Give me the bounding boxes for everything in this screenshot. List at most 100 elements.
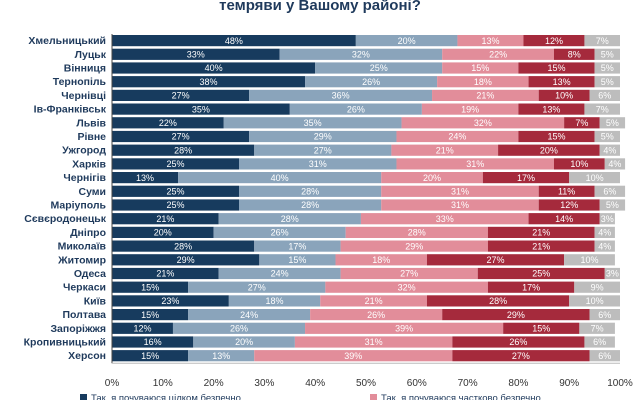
bar-segment: [112, 76, 306, 88]
category-label: Чернігів: [63, 172, 106, 184]
data-label: 22%: [489, 50, 507, 60]
bar-segment: [426, 295, 570, 307]
bar-segment: [320, 295, 427, 307]
bar-segment: [254, 144, 392, 156]
bar-segment: [112, 103, 290, 115]
bar-segment: [553, 158, 605, 170]
bar-segment: [594, 48, 620, 60]
x-axis: 0% 10% 20% 30% 40% 50% 60% 70% 80% 90% 100%: [105, 34, 633, 389]
category-label: Ужгород: [62, 145, 106, 157]
data-label: 17%: [522, 282, 540, 292]
data-label: 15%: [288, 255, 306, 265]
bar-segment: [396, 158, 554, 170]
x-tick-label: 70%: [458, 378, 478, 389]
data-label: 4%: [598, 241, 611, 251]
bar-segment: [112, 295, 229, 307]
bar-segment: [213, 226, 346, 238]
data-label: 18%: [372, 255, 390, 265]
data-label: 40%: [271, 173, 289, 183]
bar-segment: [112, 240, 255, 252]
bar-segment: [594, 185, 626, 197]
data-label: 15%: [141, 310, 159, 320]
bar-segment: [498, 144, 600, 156]
bar-segment: [223, 117, 402, 129]
legend-label: Так, я почуваюся частково безпечно: [381, 393, 541, 400]
bar-segment: [112, 267, 219, 280]
labels-layer: Хмельницький 48% 20% 13% 12% 7% Луцьк 33% 32% 22%…: [24, 35, 622, 362]
data-label: 3%: [606, 269, 619, 279]
data-label: 20%: [423, 173, 441, 183]
bar-segment: [452, 350, 590, 362]
data-label: 25%: [370, 63, 388, 73]
bar-segment: [259, 254, 336, 266]
category-label: Миколаїв: [58, 241, 107, 253]
data-label: 31%: [451, 187, 469, 197]
bar-segment: [604, 158, 626, 170]
bar-segment: [518, 130, 595, 143]
data-label: 12%: [133, 324, 151, 334]
bar-segment: [487, 240, 595, 252]
data-label: 4%: [608, 159, 621, 169]
bar-segment: [239, 185, 382, 197]
category-label: Сєвєродонецьк: [24, 213, 106, 225]
bar-segment: [355, 35, 458, 47]
data-label: 25%: [166, 200, 184, 210]
x-tick-label: 100%: [607, 378, 633, 389]
bar-segment: [401, 117, 565, 129]
bar-segment: [538, 185, 595, 197]
data-label: 27%: [400, 269, 418, 279]
category-label: Запоріжжя: [50, 323, 106, 335]
bar-segment: [569, 295, 620, 307]
data-label: 28%: [174, 145, 192, 155]
data-label: 13%: [553, 77, 571, 87]
data-label: 27%: [487, 255, 505, 265]
category-label: Одеса: [74, 268, 106, 280]
data-label: 38%: [200, 77, 218, 87]
data-label: 15%: [141, 351, 159, 361]
bar-segment: [360, 213, 529, 225]
bar-segment: [523, 35, 585, 47]
data-label: 13%: [136, 173, 154, 183]
bar-segment: [564, 254, 615, 266]
bar-segment: [487, 226, 595, 238]
bar-segment: [477, 267, 605, 280]
data-label: 28%: [281, 214, 299, 224]
data-label: 12%: [545, 36, 563, 46]
data-label: 15%: [547, 63, 565, 73]
data-label: 5%: [606, 200, 619, 210]
data-label: 16%: [144, 337, 162, 347]
data-label: 17%: [517, 173, 535, 183]
bar-segment: [396, 130, 519, 143]
bar-segment: [112, 48, 280, 60]
bar-segment: [482, 172, 570, 184]
bar-segment: [589, 350, 620, 362]
bar-segment: [381, 185, 539, 197]
data-label: 5%: [601, 132, 614, 142]
category-label: Дніпро: [70, 227, 106, 239]
category-label: Полтава: [62, 309, 106, 321]
bar-segment: [112, 35, 356, 47]
bar-segment: [381, 199, 539, 211]
data-label: 21%: [156, 214, 174, 224]
data-label: 5%: [606, 118, 619, 128]
bar-segment: [178, 172, 382, 184]
category-label: Чернівці: [61, 90, 106, 102]
bar-segment: [381, 172, 483, 184]
bar-segment: [239, 158, 397, 170]
bar-segment: [249, 89, 433, 101]
bar-segment: [172, 322, 306, 334]
bar-segment: [112, 172, 179, 184]
data-label: 5%: [601, 50, 614, 60]
bar-segment: [112, 336, 194, 348]
category-label: Тернопіль: [53, 76, 107, 88]
category-label: Кропивницький: [24, 337, 106, 349]
data-label: 27%: [172, 91, 190, 101]
legend-swatch: [370, 394, 377, 400]
bar-segment: [579, 322, 615, 334]
data-label: 28%: [301, 200, 319, 210]
bar-segment: [599, 117, 626, 129]
data-label: 26%: [271, 228, 289, 238]
data-label: 29%: [405, 241, 423, 251]
bar-segment: [391, 144, 499, 156]
